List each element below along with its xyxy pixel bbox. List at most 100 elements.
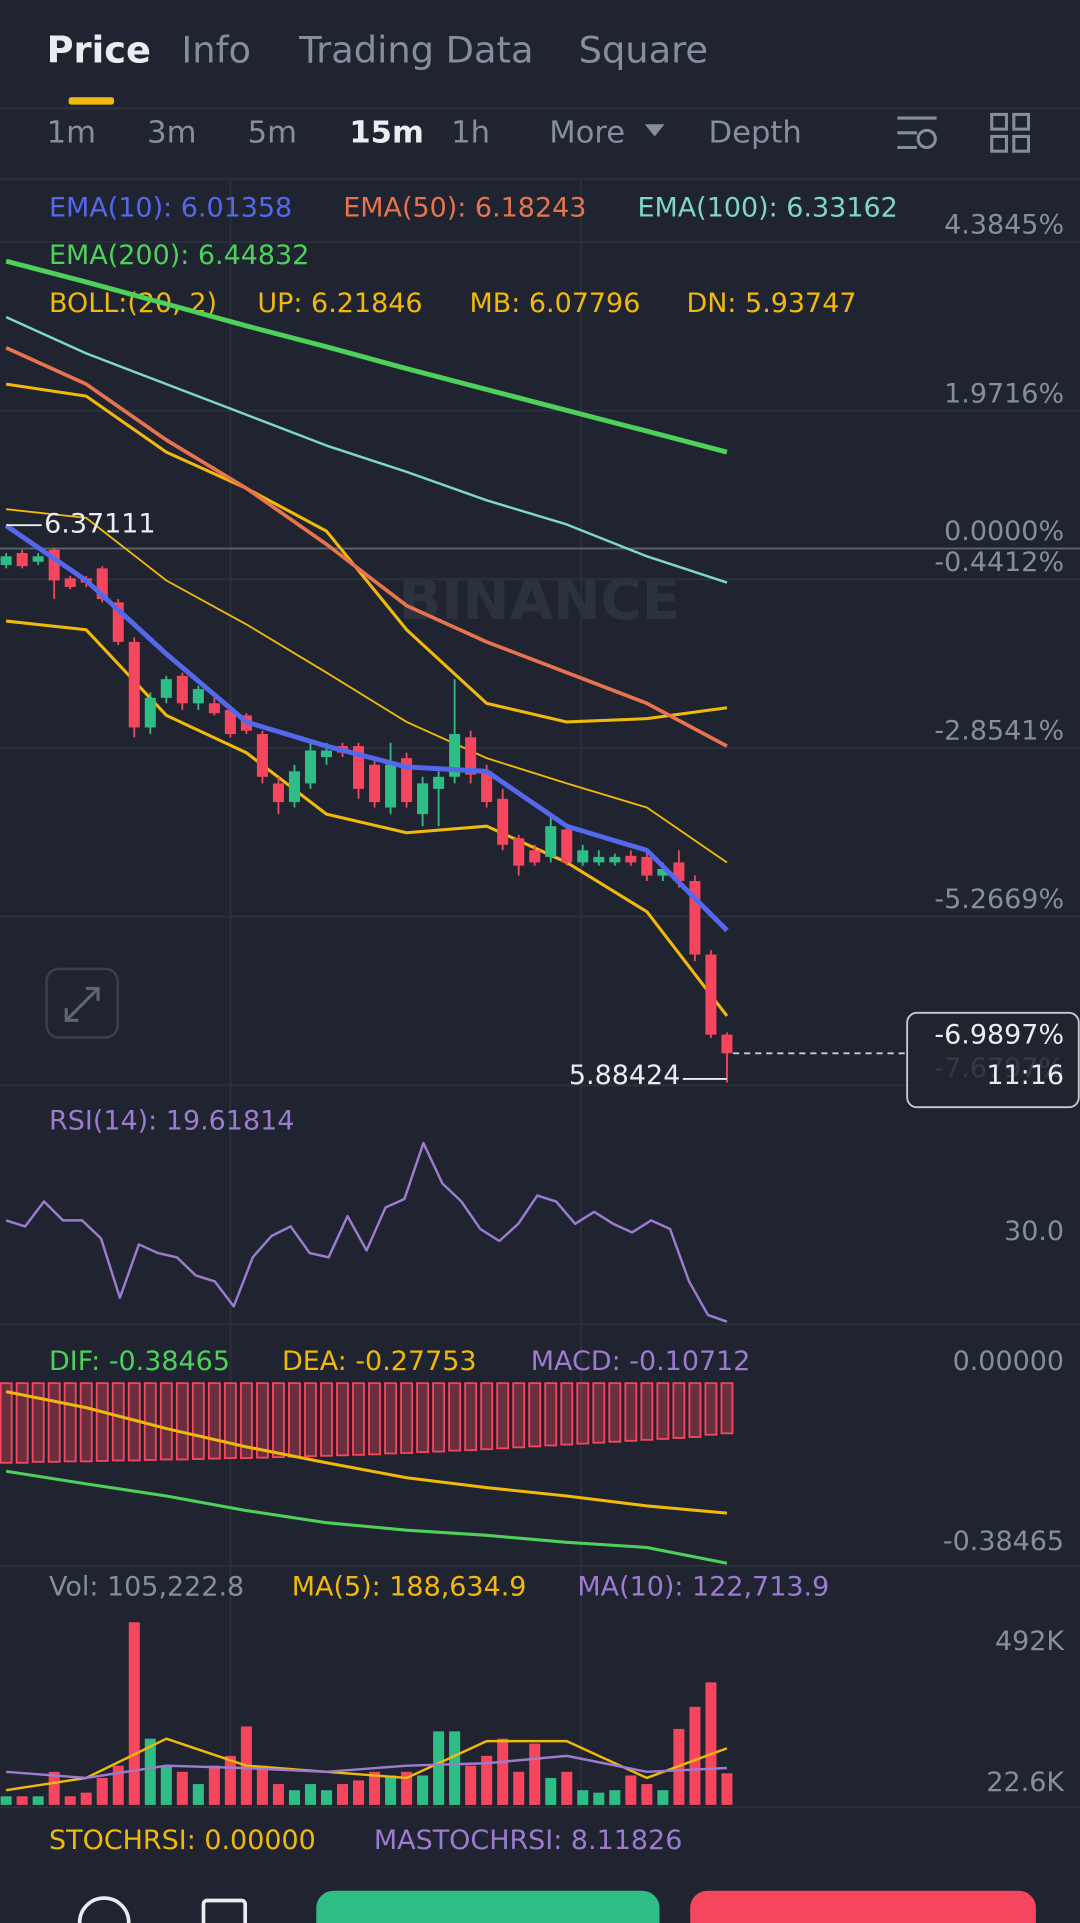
bar bbox=[609, 1790, 621, 1805]
bar bbox=[577, 1790, 589, 1805]
bar bbox=[625, 1775, 637, 1805]
legend-entry: EMA(100): 6.33162 bbox=[637, 192, 897, 223]
bar bbox=[79, 1382, 93, 1463]
legend-entry: DEA: -0.27753 bbox=[282, 1346, 477, 1377]
bar bbox=[416, 1382, 430, 1453]
bar bbox=[111, 1382, 125, 1462]
bar bbox=[48, 1771, 60, 1805]
candle-body bbox=[625, 855, 637, 863]
bar bbox=[624, 1382, 638, 1442]
interval[interactable]: 5m bbox=[248, 116, 297, 151]
interval[interactable]: Depth bbox=[709, 116, 802, 151]
bar bbox=[352, 1382, 365, 1456]
candle-body bbox=[64, 578, 76, 588]
bar bbox=[239, 1382, 253, 1460]
bar bbox=[385, 1775, 397, 1805]
bar bbox=[304, 1382, 317, 1458]
candle-body bbox=[304, 750, 316, 784]
legend-entry: MACD: -0.10712 bbox=[531, 1346, 751, 1377]
bar bbox=[449, 1731, 461, 1805]
layout-icon[interactable] bbox=[990, 112, 1031, 153]
bar bbox=[272, 1382, 285, 1459]
tab[interactable]: Square bbox=[579, 28, 708, 71]
candle-body bbox=[401, 758, 413, 803]
candle-body bbox=[529, 850, 541, 863]
buy-button[interactable] bbox=[316, 1890, 660, 1923]
expand-button[interactable] bbox=[45, 967, 119, 1039]
candle-body bbox=[705, 954, 717, 1035]
bar bbox=[63, 1382, 77, 1463]
bar bbox=[656, 1382, 670, 1440]
interval[interactable]: 3m bbox=[147, 116, 196, 151]
candle-body bbox=[513, 838, 525, 866]
y-tick-label: -2.8541% bbox=[934, 716, 1064, 747]
interval[interactable]: 15m bbox=[349, 116, 424, 151]
bar bbox=[80, 1792, 92, 1805]
legend-entry: MA(5): 188,634.9 bbox=[292, 1571, 527, 1602]
tab[interactable]: Price bbox=[47, 28, 151, 71]
indicator-line bbox=[5, 1141, 728, 1323]
y-tick-label: -0.38465 bbox=[943, 1526, 1064, 1557]
candle-body bbox=[256, 734, 268, 777]
bar bbox=[304, 1784, 316, 1805]
bar bbox=[175, 1382, 189, 1461]
bar bbox=[272, 1784, 284, 1805]
bar bbox=[561, 1771, 573, 1805]
bar bbox=[96, 1777, 108, 1805]
bar bbox=[0, 1796, 12, 1805]
bar bbox=[433, 1731, 445, 1805]
bar bbox=[592, 1382, 606, 1444]
y-tick-label: 22.6K bbox=[986, 1767, 1065, 1798]
interval[interactable]: 1h bbox=[451, 116, 490, 151]
tab[interactable]: Info bbox=[181, 28, 251, 71]
candle-body bbox=[160, 679, 172, 698]
candle-body bbox=[385, 764, 397, 808]
candle-body bbox=[433, 776, 445, 789]
current-price-box bbox=[906, 1011, 1080, 1109]
candle-body bbox=[192, 689, 204, 704]
candle-body bbox=[609, 856, 621, 863]
indicator-line bbox=[5, 1469, 728, 1565]
y-tick-label: 0.00000 bbox=[953, 1346, 1064, 1377]
candle-body bbox=[0, 556, 12, 566]
sell-button[interactable] bbox=[690, 1890, 1036, 1923]
legend-entry: UP: 6.21846 bbox=[257, 288, 422, 319]
stochrsi-label: STOCHRSI: 0.00000 bbox=[49, 1825, 316, 1856]
bar bbox=[31, 1382, 45, 1463]
bar bbox=[64, 1796, 76, 1805]
interval[interactable]: 1m bbox=[47, 116, 96, 151]
legend-entry: MA(10): 122,713.9 bbox=[577, 1571, 829, 1602]
indicator-line bbox=[4, 523, 729, 933]
candle-body bbox=[641, 856, 653, 876]
indicator-line bbox=[5, 258, 728, 455]
bar bbox=[255, 1382, 269, 1459]
candle-body bbox=[577, 850, 589, 863]
bar bbox=[448, 1382, 462, 1452]
indicator-line bbox=[5, 316, 728, 584]
bar bbox=[353, 1780, 365, 1805]
bar bbox=[512, 1382, 526, 1449]
bar bbox=[47, 1382, 61, 1463]
bar bbox=[159, 1382, 173, 1461]
indicator-line bbox=[6, 1754, 728, 1780]
y-tick-label: 1.9716% bbox=[944, 378, 1064, 409]
bar bbox=[689, 1706, 701, 1805]
bar bbox=[560, 1382, 574, 1446]
base-label: 0.0000% bbox=[944, 516, 1064, 547]
tab[interactable]: Trading Data bbox=[298, 28, 533, 71]
bar bbox=[688, 1382, 702, 1438]
candle-body bbox=[369, 764, 381, 803]
bar bbox=[705, 1682, 717, 1805]
y-tick-label: 4.3845% bbox=[944, 210, 1064, 241]
settings-icon[interactable] bbox=[897, 116, 937, 150]
legend-entry: DIF: -0.38465 bbox=[49, 1346, 230, 1377]
bar bbox=[400, 1382, 414, 1454]
bar bbox=[513, 1771, 525, 1805]
bar bbox=[608, 1382, 622, 1443]
indicator-line bbox=[5, 1390, 728, 1515]
bar bbox=[320, 1382, 333, 1457]
interval[interactable]: More bbox=[549, 116, 625, 151]
